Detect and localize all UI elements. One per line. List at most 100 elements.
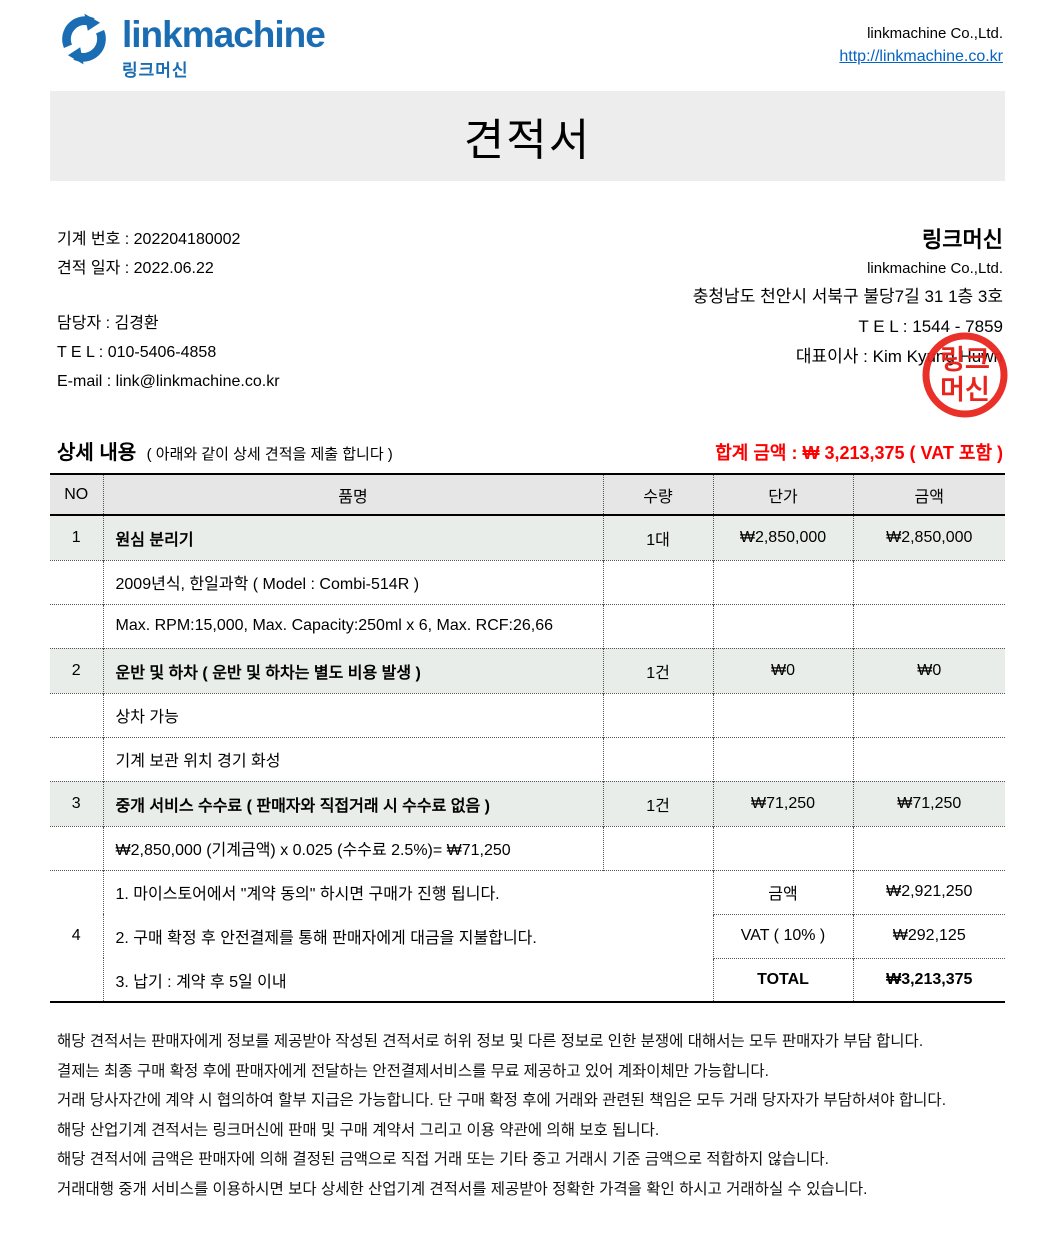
website-link[interactable]: http://linkmachine.co.kr [839,48,1003,65]
quote-date: 견적 일자 : 2022.06.22 [57,260,214,277]
company-logo: linkmachine 링크머신 [55,8,326,81]
table-row-final-3: 3. 납기 : 계약 후 5일 이내 TOTAL ₩3,213,375 [50,957,1005,1002]
row-detail-text: 상차 가능 [102,692,603,737]
supplier-name-en: linkmachine Co.,Ltd. [867,260,1003,277]
details-header-row: 상세 내용 ( 아래와 같이 상세 견적을 제출 합니다 ) 합계 금액 : ₩… [57,436,1003,465]
quotation-table: NO 품명 수량 단가 금액 1 원심 분리기 1대 ₩2,850,000 ₩2… [50,473,1005,1003]
summary-value-amount: ₩2,921,250 [852,869,1005,914]
row-qty [602,825,713,870]
terms-line-6: 거래대행 중개 서비스를 이용하시면 보다 상세한 산업기계 견적서를 제공받아… [57,1180,868,1198]
terms-line-1: 해당 견적서는 판매자에게 정보를 제공받아 작성된 견적서로 허위 정보 및 … [57,1033,924,1050]
row-qty [602,736,713,781]
col-header-qty: 수량 [602,474,713,516]
row-amount [852,825,1005,870]
row-no: 1 [50,515,103,560]
row-unit-price [712,559,853,604]
table-row-item-3: 3 중개 서비스 수수료 ( 판매자와 직접거래 시 수수료 없음 ) 1건 ₩… [50,780,1005,826]
table-row-item-1: 1 원심 분리기 1대 ₩2,850,000 ₩2,850,000 [50,515,1005,560]
row-qty [602,692,713,737]
row-amount [852,603,1005,648]
row-unit-price: ₩0 [712,647,853,693]
supplier-info: 링크머신 linkmachine Co.,Ltd. 충청남도 천안시 서북구 불… [693,225,1003,396]
table-row-detail: 기계 보관 위치 경기 화성 [50,736,1005,781]
machine-number: 기계 번호 : 202204180002 [57,231,241,248]
manager-tel: T E L : 010-5406-4858 [57,344,217,361]
row-item-name: 운반 및 하차 ( 운반 및 하차는 별도 비용 발생 ) [102,647,603,693]
row-no: 2 [50,647,103,693]
row-unit-price [712,736,853,781]
table-row-detail: 상차 가능 [50,692,1005,737]
row-item-name: 중개 서비스 수수료 ( 판매자와 직접거래 시 수수료 없음 ) [102,780,603,826]
quote-meta: 기계 번호 : 202204180002 견적 일자 : 2022.06.22 … [57,225,280,396]
brand-name: linkmachine [122,14,326,55]
col-header-amount: 금액 [852,474,1005,516]
terms-line-3: 거래 당사자간에 계약 시 협의하여 할부 지급은 가능합니다. 단 구매 확정… [57,1092,946,1110]
row-no: 4 [50,869,103,1002]
row-no [50,559,103,604]
row-qty: 1건 [602,780,713,826]
summary-label-amount: 금액 [712,869,853,914]
row-amount: ₩2,850,000 [852,515,1005,560]
row-no: 3 [50,780,103,826]
row-qty [602,559,713,604]
table-row-item-2: 2 운반 및 하차 ( 운반 및 하차는 별도 비용 발생 ) 1건 ₩0 ₩0 [50,647,1005,693]
seal-text-bottom: 머신 [940,375,990,405]
row-amount [852,692,1005,737]
purchase-note: 1. 마이스토어에서 "계약 동의" 하시면 구매가 진행 됩니다. [102,869,713,914]
supplier-address: 충청남도 천안시 서북구 불당7길 31 1층 3호 [692,287,1003,306]
purchase-note: 2. 구매 확정 후 안전결제를 통해 판매자에게 대금을 지불합니다. [102,914,713,958]
supplier-ceo: 대표이사 : Kim Kyung Huwn [795,347,1003,366]
purchase-note: 3. 납기 : 계약 후 5일 이내 [102,958,713,1002]
row-unit-price [712,825,853,870]
row-item-name: 원심 분리기 [102,515,603,560]
manager-email: E-mail : link@linkmachine.co.kr [57,373,280,390]
row-detail-text: ₩2,850,000 (기계금액) x 0.025 (수수료 2.5%)= ₩7… [102,825,603,870]
details-subtitle: ( 아래와 같이 상세 견적을 제출 합니다 ) [146,446,393,463]
summary-label-total: TOTAL [712,957,853,1002]
title-banner: 견적서 [50,91,1005,181]
row-detail-text: Max. RPM:15,000, Max. Capacity:250ml x 6… [102,603,603,648]
row-amount [852,559,1005,604]
table-row-detail: ₩2,850,000 (기계금액) x 0.025 (수수료 2.5%)= ₩7… [50,825,1005,870]
row-unit-price [712,692,853,737]
table-row-final-2: 2. 구매 확정 후 안전결제를 통해 판매자에게 대금을 지불합니다. VAT… [50,913,1005,958]
terms-line-2: 결제는 최종 구매 확정 후에 판매자에게 전달하는 안전결제서비스를 무료 제… [57,1062,769,1080]
details-title: 상세 내용 [57,442,137,464]
terms-line-4: 해당 산업기계 견적서는 링크머신에 판매 및 구매 계약서 그리고 이용 약관… [57,1121,660,1139]
manager-name: 담당자 : 김경환 [57,315,159,332]
brand-name-korean: 링크머신 [122,61,189,80]
summary-value-total: ₩3,213,375 [852,957,1005,1002]
row-unit-price: ₩71,250 [712,780,853,826]
company-seal-stamp: 링크 머신 [920,330,1010,420]
seal-text-top: 링크 [940,345,990,375]
supplier-tel: T E L : 1544 - 7859 [858,317,1003,336]
row-qty [602,603,713,648]
table-row-final-1: 4 1. 마이스토어에서 "계약 동의" 하시면 구매가 진행 됩니다. 금액 … [50,869,1005,1002]
summary-value-vat: ₩292,125 [852,913,1005,958]
row-no [50,603,103,648]
grand-total-banner: 합계 금액 : ₩ 3,213,375 ( VAT 포함 ) [715,443,1003,463]
supplier-name-kr: 링크머신 [922,227,1003,252]
row-amount: ₩0 [852,647,1005,693]
row-detail-text: 기계 보관 위치 경기 화성 [102,736,603,781]
col-header-no: NO [50,474,103,516]
info-section: 기계 번호 : 202204180002 견적 일자 : 2022.06.22 … [57,225,1003,396]
page-header: linkmachine 링크머신 linkmachine Co.,Ltd. ht… [0,0,1055,81]
page-title: 견적서 [463,116,592,165]
row-no [50,825,103,870]
table-row-detail: Max. RPM:15,000, Max. Capacity:250ml x 6… [50,603,1005,648]
row-detail-text: 2009년식, 한일과학 ( Model : Combi-514R ) [102,559,603,604]
row-amount [852,736,1005,781]
col-header-unit-price: 단가 [712,474,853,516]
header-company-info: linkmachine Co.,Ltd. http://linkmachine.… [839,8,1003,81]
row-qty: 1건 [602,647,713,693]
row-no [50,692,103,737]
row-qty: 1대 [602,515,713,560]
row-unit-price [712,603,853,648]
row-unit-price: ₩2,850,000 [712,515,853,560]
terms-line-5: 해당 견적서에 금액은 판매자에 의해 결정된 금액으로 직접 거래 또는 기타… [57,1151,829,1169]
table-row-detail: 2009년식, 한일과학 ( Model : Combi-514R ) [50,559,1005,604]
table-header-row: NO 품명 수량 단가 금액 [50,474,1005,516]
terms-section: 해당 견적서는 판매자에게 정보를 제공받아 작성된 견적서로 허위 정보 및 … [57,1027,1005,1205]
col-header-item: 품명 [102,474,603,516]
